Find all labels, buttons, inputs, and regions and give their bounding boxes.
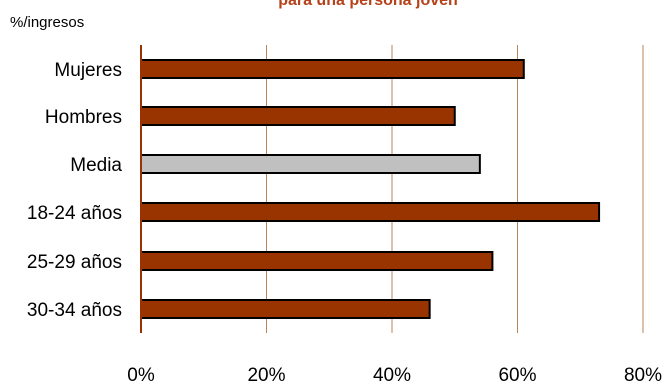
- x-tick-labels: 0% 20% 40% 60% 80%: [127, 365, 662, 385]
- category-label: Media: [70, 155, 122, 176]
- y-axis-label: %/ingresos: [10, 14, 84, 31]
- category-label: Hombres: [45, 107, 122, 128]
- bars: [140, 59, 601, 319]
- x-tick-label: 60%: [498, 365, 536, 385]
- bar-18-24-a-os: [140, 202, 601, 222]
- x-tick-label: 80%: [624, 365, 662, 385]
- category-label: 30-34 años: [27, 300, 122, 321]
- category-labels: Mujeres Hombres Media 18-24 años 25-29 años 3…: [27, 60, 123, 321]
- chart-title: para una persona joven: [278, 0, 458, 9]
- bar-media: [140, 154, 481, 174]
- bar-hombres: [140, 106, 456, 126]
- category-label: 18-24 años: [27, 203, 122, 224]
- x-tick-label: 0%: [127, 365, 155, 385]
- bar-25-29-a-os: [140, 251, 494, 271]
- x-tick-label: 40%: [373, 365, 411, 385]
- bar-mujeres: [140, 59, 525, 79]
- x-tick-label: 20%: [247, 365, 285, 385]
- bar-30-34-a-os: [140, 299, 431, 319]
- category-label: Mujeres: [54, 60, 122, 81]
- category-label: 25-29 años: [27, 252, 122, 273]
- grid-lines: [266, 45, 644, 333]
